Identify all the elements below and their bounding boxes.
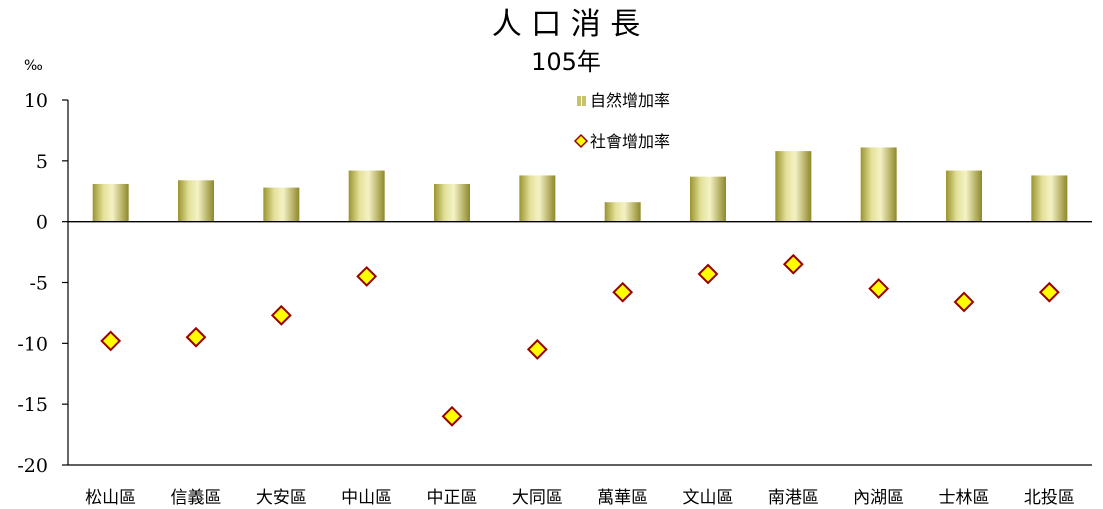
legend-swatch-bar [577, 96, 581, 106]
point-social-increase [870, 280, 888, 298]
legend-swatch-diamond [575, 135, 587, 147]
y-tick-label: 0 [36, 212, 48, 234]
chart-title: 人 口 消 長 [492, 7, 641, 42]
x-tick-label: 士林區 [939, 488, 990, 508]
bar-natural-increase [690, 177, 726, 222]
x-tick-label: 中正區 [427, 488, 478, 508]
natural-increase-bars [93, 147, 1068, 221]
x-tick-label: 松山區 [85, 488, 136, 508]
x-tick-label: 內湖區 [853, 488, 904, 508]
point-social-increase [614, 283, 632, 301]
bar-natural-increase [349, 171, 385, 222]
point-social-increase [272, 306, 290, 324]
x-tick-label: 信義區 [171, 488, 222, 508]
legend-swatch-bar-2 [582, 96, 586, 106]
legend-label-social: 社會增加率 [590, 132, 670, 151]
bar-natural-increase [263, 188, 299, 222]
legend-label-natural: 自然增加率 [590, 91, 670, 110]
x-tick-label: 南港區 [768, 488, 819, 508]
bar-natural-increase [434, 184, 470, 222]
point-social-increase [784, 255, 802, 273]
bar-natural-increase [775, 151, 811, 222]
y-tick-label: -5 [29, 273, 48, 295]
axes [68, 100, 1092, 465]
bar-natural-increase [1031, 175, 1067, 221]
point-social-increase [1040, 283, 1058, 301]
bar-natural-increase [946, 171, 982, 222]
x-tick-label: 文山區 [683, 488, 734, 508]
legend: 自然增加率 社會增加率 [575, 91, 670, 151]
y-tick-label: -20 [17, 455, 48, 477]
social-increase-points [102, 255, 1059, 425]
x-tick-label: 大安區 [256, 488, 307, 508]
x-tick-label: 大同區 [512, 488, 563, 508]
bar-natural-increase [519, 175, 555, 221]
chart-subtitle: 105年 [531, 48, 601, 76]
x-tick-label: 萬華區 [597, 488, 648, 508]
y-axis-ticks: 10 5 0 -5 -10 -15 -20 [17, 90, 68, 477]
point-social-increase [358, 267, 376, 285]
point-social-increase [528, 340, 546, 358]
y-tick-label: 10 [24, 90, 48, 112]
bar-natural-increase [861, 147, 897, 221]
point-social-increase [955, 293, 973, 311]
x-tick-label: 北投區 [1024, 488, 1075, 508]
legend-item-natural: 自然增加率 [577, 91, 670, 110]
point-social-increase [187, 328, 205, 346]
y-tick-label: -15 [17, 394, 48, 416]
y-unit-label: ‰ [24, 58, 43, 74]
point-social-increase [443, 407, 461, 425]
y-tick-label: 5 [36, 151, 48, 173]
y-tick-label: -10 [17, 333, 48, 355]
bar-natural-increase [178, 180, 214, 221]
legend-item-social: 社會增加率 [575, 132, 670, 151]
bar-natural-increase [93, 184, 129, 222]
x-tick-label: 中山區 [341, 488, 392, 508]
bar-natural-increase [605, 202, 641, 221]
point-social-increase [102, 332, 120, 350]
x-axis-labels: 松山區 信義區 大安區 中山區 中正區 大同區 萬華區 文山區 南港區 內湖區 士林區 北投區 [85, 488, 1075, 508]
point-social-increase [699, 265, 717, 283]
